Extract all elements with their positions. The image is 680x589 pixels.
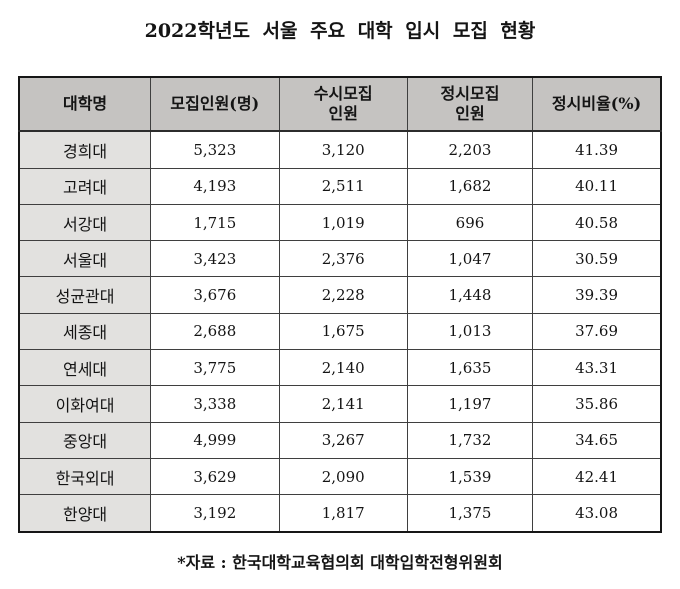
regular-ratio-cell: 34.65 — [532, 421, 662, 460]
total-recruits-cell: 4,999 — [150, 421, 280, 460]
university-name-cell: 고려대 — [18, 167, 152, 205]
regular-admission-cell: 1,682 — [406, 167, 534, 205]
university-name-cell: 이화여대 — [18, 385, 152, 423]
early-admission-cell: 1,019 — [278, 203, 408, 242]
university-name-cell: 연세대 — [18, 349, 152, 387]
regular-admission-cell: 1,732 — [406, 421, 534, 460]
col-header-regular-admission: 정시모집 인원 — [406, 76, 534, 132]
regular-ratio-cell: 30.59 — [532, 240, 662, 278]
total-recruits-cell: 1,715 — [150, 203, 280, 242]
university-name-cell: 세종대 — [18, 312, 152, 351]
early-admission-cell: 3,267 — [278, 421, 408, 460]
regular-admission-cell: 696 — [406, 203, 534, 242]
regular-ratio-cell: 40.11 — [532, 167, 662, 205]
table-row: 이화여대 3,338 2,141 1,197 35.86 — [18, 385, 662, 423]
regular-ratio-cell: 40.58 — [532, 203, 662, 242]
col-header-regular-ratio: 정시비율(%) — [532, 76, 662, 132]
table-row: 세종대 2,688 1,675 1,013 37.69 — [18, 312, 662, 351]
regular-ratio-cell: 43.08 — [532, 494, 662, 533]
table-row: 고려대 4,193 2,511 1,682 40.11 — [18, 167, 662, 205]
total-recruits-cell: 4,193 — [150, 167, 280, 205]
table-row: 한양대 3,192 1,817 1,375 43.08 — [18, 494, 662, 533]
table-row: 중앙대 4,999 3,267 1,732 34.65 — [18, 421, 662, 460]
table-row: 한국외대 3,629 2,090 1,539 42.41 — [18, 458, 662, 496]
early-admission-cell: 3,120 — [278, 130, 408, 169]
regular-admission-cell: 1,013 — [406, 312, 534, 351]
university-name-cell: 한양대 — [18, 494, 152, 533]
source-note: *자료 : 한국대학교육협의회 대학입학전형위원회 — [177, 553, 503, 572]
early-admission-cell: 2,141 — [278, 385, 408, 423]
university-name-cell: 서강대 — [18, 203, 152, 242]
regular-admission-cell: 1,375 — [406, 494, 534, 533]
early-admission-cell: 1,817 — [278, 494, 408, 533]
page-title: 2022학년도 서울 주요 대학 입시 모집 현황 — [144, 20, 536, 42]
table-row: 연세대 3,775 2,140 1,635 43.31 — [18, 349, 662, 387]
total-recruits-cell: 5,323 — [150, 130, 280, 169]
regular-ratio-cell: 42.41 — [532, 458, 662, 496]
table-header-row: 대학명 모집인원(명) 수시모집 인원 정시모집 인원 정시비율(%) — [18, 76, 662, 132]
total-recruits-cell: 3,338 — [150, 385, 280, 423]
regular-admission-cell: 1,448 — [406, 276, 534, 314]
total-recruits-cell: 3,423 — [150, 240, 280, 278]
total-recruits-cell: 3,775 — [150, 349, 280, 387]
university-name-cell: 한국외대 — [18, 458, 152, 496]
regular-admission-cell: 2,203 — [406, 130, 534, 169]
university-name-cell: 서울대 — [18, 240, 152, 278]
col-header-university: 대학명 — [18, 76, 152, 132]
total-recruits-cell: 3,192 — [150, 494, 280, 533]
early-admission-cell: 2,140 — [278, 349, 408, 387]
university-name-cell: 경희대 — [18, 130, 152, 169]
admissions-table: 대학명 모집인원(명) 수시모집 인원 정시모집 인원 정시비율(%) 경희대 … — [18, 76, 662, 533]
total-recruits-cell: 2,688 — [150, 312, 280, 351]
early-admission-cell: 2,376 — [278, 240, 408, 278]
early-admission-cell: 2,511 — [278, 167, 408, 205]
university-name-cell: 중앙대 — [18, 421, 152, 460]
early-admission-cell: 2,228 — [278, 276, 408, 314]
col-header-total-recruits: 모집인원(명) — [150, 76, 280, 132]
regular-admission-cell: 1,635 — [406, 349, 534, 387]
regular-admission-cell: 1,539 — [406, 458, 534, 496]
regular-admission-cell: 1,197 — [406, 385, 534, 423]
col-header-early-admission: 수시모집 인원 — [278, 76, 408, 132]
total-recruits-cell: 3,676 — [150, 276, 280, 314]
total-recruits-cell: 3,629 — [150, 458, 280, 496]
early-admission-cell: 2,090 — [278, 458, 408, 496]
regular-ratio-cell: 41.39 — [532, 130, 662, 169]
early-admission-cell: 1,675 — [278, 312, 408, 351]
regular-ratio-cell: 39.39 — [532, 276, 662, 314]
university-name-cell: 성균관대 — [18, 276, 152, 314]
table-row: 성균관대 3,676 2,228 1,448 39.39 — [18, 276, 662, 314]
regular-admission-cell: 1,047 — [406, 240, 534, 278]
regular-ratio-cell: 37.69 — [532, 312, 662, 351]
table-row: 서강대 1,715 1,019 696 40.58 — [18, 203, 662, 242]
regular-ratio-cell: 35.86 — [532, 385, 662, 423]
table-row: 서울대 3,423 2,376 1,047 30.59 — [18, 240, 662, 278]
regular-ratio-cell: 43.31 — [532, 349, 662, 387]
table-row: 경희대 5,323 3,120 2,203 41.39 — [18, 130, 662, 169]
